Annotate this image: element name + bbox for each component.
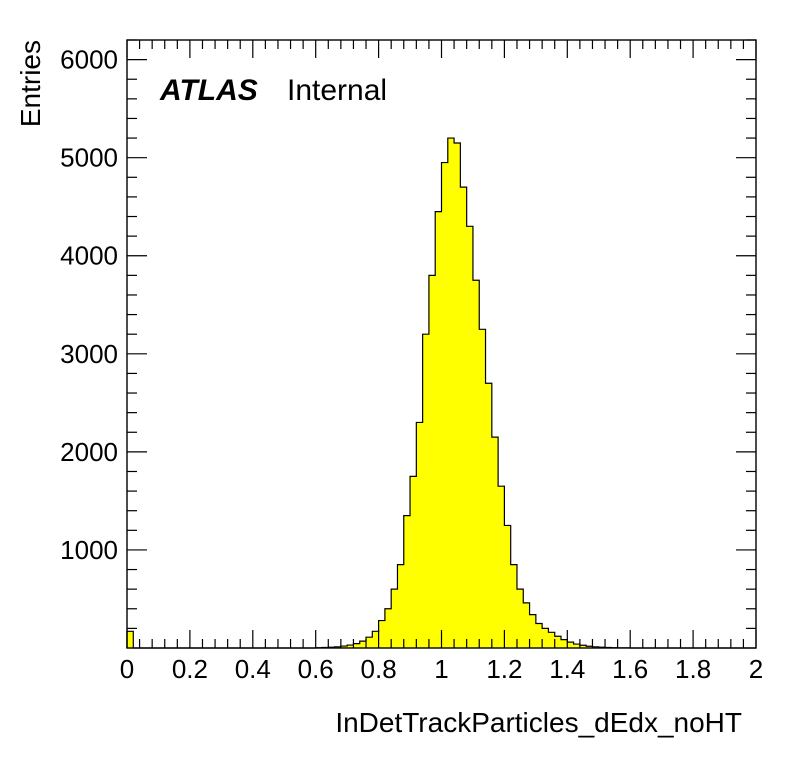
histogram-bar (366, 637, 373, 648)
histogram-bar (573, 644, 581, 648)
histogram-bar (542, 628, 549, 648)
histogram-bar (353, 643, 361, 648)
histogram-bar (479, 329, 486, 648)
histogram-bar (127, 631, 134, 648)
histogram-bar (567, 642, 574, 648)
x-tick-label: 1 (434, 654, 448, 684)
histogram-bar (372, 631, 379, 648)
histogram-bar (378, 620, 386, 648)
histogram-bar (523, 602, 530, 648)
histogram-bar (454, 142, 461, 648)
histogram-bar (561, 639, 568, 648)
histogram-bar (460, 187, 467, 648)
y-tick-label: 3000 (60, 339, 118, 369)
histogram-bar (435, 211, 442, 649)
atlas-status-label: Internal (287, 74, 387, 107)
histogram-bar (384, 608, 392, 648)
x-tick-label: 1.8 (675, 654, 711, 684)
y-axis-title: Entries (15, 40, 46, 127)
y-tick-label: 6000 (60, 45, 118, 75)
x-axis-title: InDetTrackParticles_dEdx_noHT (335, 707, 742, 738)
histogram-bars (127, 138, 631, 649)
y-tick-label: 1000 (60, 535, 118, 565)
histogram-bar (516, 589, 524, 648)
histogram-bar (428, 275, 436, 648)
histogram-bar (403, 515, 411, 648)
histogram-bar (466, 226, 474, 648)
x-tick-label: 0.2 (172, 654, 208, 684)
histogram-bar (422, 334, 430, 648)
histogram-bar (447, 138, 455, 648)
histogram-bar (410, 476, 417, 648)
histogram-bar (491, 437, 499, 648)
histogram-bar (535, 623, 543, 648)
histogram-bar (485, 383, 493, 648)
axis-ticks (126, 39, 757, 648)
histogram-bar (397, 564, 405, 648)
atlas-label: ATLAS (159, 74, 258, 107)
histogram-bar (529, 614, 537, 648)
x-tick-label: 0.8 (361, 654, 397, 684)
histogram-bar (359, 641, 367, 648)
y-tick-labels: 1000 2000 3000 4000 5000 6000 (60, 45, 118, 565)
x-tick-label: 1.6 (612, 654, 648, 684)
histogram-bar (416, 422, 423, 648)
y-tick-label: 5000 (60, 143, 118, 173)
histogram-bar (510, 564, 518, 648)
x-tick-label: 0.4 (235, 654, 271, 684)
histogram-bar (391, 589, 398, 648)
y-tick-label: 4000 (60, 241, 118, 271)
histogram-bar (548, 632, 556, 648)
x-tick-label: 0.6 (298, 654, 334, 684)
histogram-bar (498, 486, 505, 648)
histogram-bar (441, 162, 449, 648)
histogram-bar (554, 636, 562, 648)
x-tick-labels: 0 0.2 0.4 0.6 0.8 1 1.2 1.4 1.6 1.8 2 (120, 654, 763, 684)
histogram-bar (579, 645, 587, 648)
x-tick-label: 0 (120, 654, 134, 684)
histogram-bar (347, 645, 354, 648)
histogram-bar (504, 525, 511, 648)
histogram-bar (586, 646, 593, 648)
x-tick-label: 1.2 (486, 654, 522, 684)
histogram-bar (340, 646, 348, 648)
y-tick-label: 2000 (60, 437, 118, 467)
x-tick-label: 2 (749, 654, 763, 684)
histogram-bar (472, 280, 480, 648)
x-tick-label: 1.4 (549, 654, 585, 684)
